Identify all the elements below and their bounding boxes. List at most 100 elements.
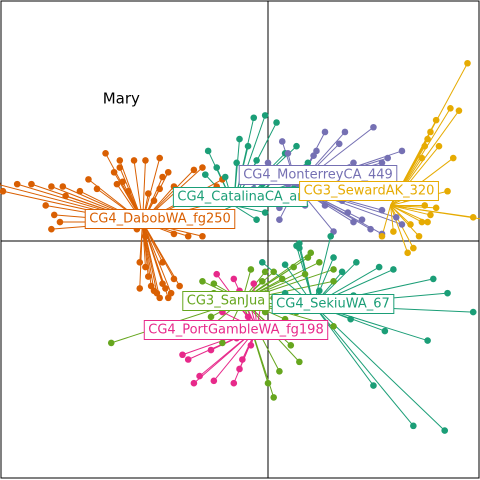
data-point xyxy=(321,128,329,136)
data-point xyxy=(93,185,101,193)
data-point xyxy=(370,123,377,131)
data-point xyxy=(301,270,309,278)
data-point xyxy=(170,230,178,238)
data-point xyxy=(424,135,431,143)
group-label-box xyxy=(271,294,395,314)
data-point xyxy=(184,232,192,240)
data-point xyxy=(247,266,255,273)
data-point xyxy=(444,187,451,195)
link-line xyxy=(233,205,257,221)
data-point xyxy=(421,142,429,150)
data-point xyxy=(259,259,266,266)
group-label-box xyxy=(84,209,236,229)
data-point xyxy=(398,147,406,155)
data-point xyxy=(278,138,286,145)
data-point xyxy=(85,176,92,183)
data-point xyxy=(270,268,278,276)
data-point xyxy=(207,313,215,321)
data-point xyxy=(410,244,417,252)
link-line xyxy=(390,205,423,223)
data-point xyxy=(0,187,7,195)
data-point xyxy=(327,232,335,240)
data-point xyxy=(378,159,386,167)
data-point xyxy=(179,351,186,359)
data-point xyxy=(145,273,152,280)
link-line xyxy=(142,221,181,287)
group-label: CG3_SewardAK_320 xyxy=(299,181,439,201)
data-point xyxy=(207,346,215,354)
group-label: CG3_SanJua xyxy=(182,291,270,311)
data-point xyxy=(142,263,149,271)
data-point xyxy=(221,173,229,181)
data-point xyxy=(435,142,443,150)
link-line xyxy=(390,205,411,225)
data-point xyxy=(261,268,269,276)
data-point xyxy=(276,216,283,223)
group-label: CG4_SekiuWA_67 xyxy=(271,294,395,314)
data-point xyxy=(170,275,178,283)
data-point xyxy=(407,221,414,228)
data-point xyxy=(253,157,260,164)
data-point xyxy=(159,259,166,266)
data-point xyxy=(392,214,400,221)
data-point xyxy=(415,232,423,240)
data-point xyxy=(304,254,312,261)
data-point xyxy=(432,116,440,124)
data-point xyxy=(219,339,226,347)
data-point xyxy=(264,379,272,387)
data-point xyxy=(390,228,397,235)
data-point xyxy=(142,157,149,164)
data-point xyxy=(427,211,434,219)
data-point xyxy=(13,180,21,188)
data-point xyxy=(310,152,317,159)
data-point xyxy=(176,282,183,290)
data-point xyxy=(455,107,463,114)
data-point xyxy=(358,216,366,223)
data-point xyxy=(321,202,329,209)
data-point xyxy=(270,394,278,401)
data-point xyxy=(156,294,163,302)
data-point xyxy=(250,114,258,122)
group-label-box xyxy=(182,291,270,311)
group-label-text: CG3_SanJua xyxy=(187,294,265,309)
data-point xyxy=(56,218,64,226)
data-point xyxy=(107,339,115,347)
group-label-box xyxy=(143,320,329,340)
data-point xyxy=(230,275,238,283)
link-line xyxy=(390,204,474,218)
data-point xyxy=(42,202,49,209)
data-point xyxy=(307,249,315,257)
data-point xyxy=(469,214,477,221)
data-point xyxy=(159,280,166,287)
data-point xyxy=(190,166,198,174)
data-point xyxy=(202,171,209,178)
data-point xyxy=(250,280,258,287)
data-point xyxy=(276,368,283,375)
data-point xyxy=(384,154,392,162)
data-point xyxy=(424,218,431,226)
data-point xyxy=(281,261,289,269)
data-point xyxy=(296,358,303,366)
group-label: CG4_CatalinaCA_ar xyxy=(172,187,308,207)
data-point xyxy=(330,277,337,285)
data-point xyxy=(136,285,144,292)
data-point xyxy=(330,323,337,330)
data-point xyxy=(264,159,272,167)
data-point xyxy=(418,218,426,226)
data-point xyxy=(184,356,192,363)
data-point xyxy=(410,422,417,430)
data-point xyxy=(233,159,240,167)
data-point xyxy=(432,204,440,212)
data-point xyxy=(204,147,212,155)
data-point xyxy=(444,289,451,297)
group-label: CG4_DabobWA_fg250 xyxy=(84,209,236,229)
data-point xyxy=(50,211,58,219)
data-point xyxy=(247,341,255,349)
data-point xyxy=(102,150,109,157)
data-point xyxy=(330,254,337,261)
link-line xyxy=(313,236,332,306)
data-point xyxy=(62,192,69,200)
data-point xyxy=(153,289,161,297)
data-point xyxy=(236,365,243,373)
